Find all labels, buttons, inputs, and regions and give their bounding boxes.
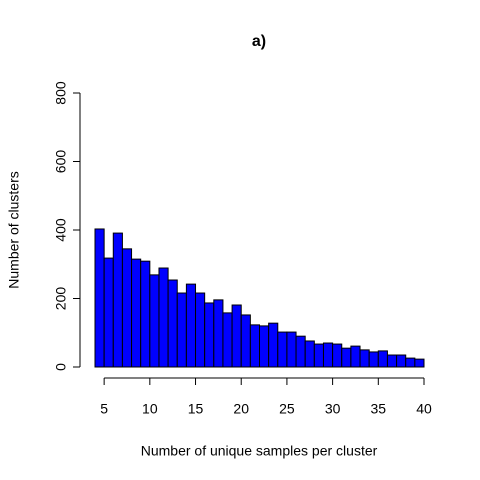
y-tick-label: 200 [53,287,69,311]
bar [140,260,151,368]
x-tick-label: 20 [233,401,249,417]
x-tick-label: 25 [279,401,295,417]
bar [204,302,215,368]
x-tick-label: 15 [188,401,204,417]
bar [377,350,388,368]
bar [341,347,352,368]
bar [322,342,334,368]
bar [103,257,114,368]
bar [359,349,370,368]
bar [386,354,398,368]
x-tick-label: 35 [371,401,387,417]
bar [94,228,105,368]
bar [167,279,178,368]
bar [249,324,261,368]
bar [286,331,297,368]
bar [304,340,315,368]
bar [195,292,206,368]
bar [405,357,416,368]
y-tick-label: 400 [53,218,69,242]
bar [149,274,160,368]
y-tick-label: 600 [53,150,69,174]
bar [222,312,233,368]
bar [259,325,270,368]
bar [131,258,142,368]
bar [277,331,288,368]
bar [121,248,133,368]
y-axis-label: Number of clusters [6,171,22,288]
x-tick-label: 5 [100,401,108,417]
bar [295,335,306,368]
bar [240,314,251,368]
bar [213,299,224,368]
bar [268,322,279,368]
bar [396,354,407,368]
x-tick-label: 30 [325,401,341,417]
bar [112,232,123,368]
chart-title: a) [252,33,266,50]
y-tick-label: 800 [53,81,69,105]
x-tick-label: 40 [416,401,432,417]
bar [158,267,169,368]
x-axis-label: Number of unique samples per cluster [141,443,378,459]
bar [176,292,187,368]
y-tick-label: 0 [53,363,69,371]
bar [231,304,242,368]
bar [414,358,425,368]
bar [350,345,361,368]
x-tick-label: 10 [142,401,158,417]
bar [313,343,324,368]
bar [332,343,343,368]
bar [185,283,197,368]
bar [368,351,379,368]
